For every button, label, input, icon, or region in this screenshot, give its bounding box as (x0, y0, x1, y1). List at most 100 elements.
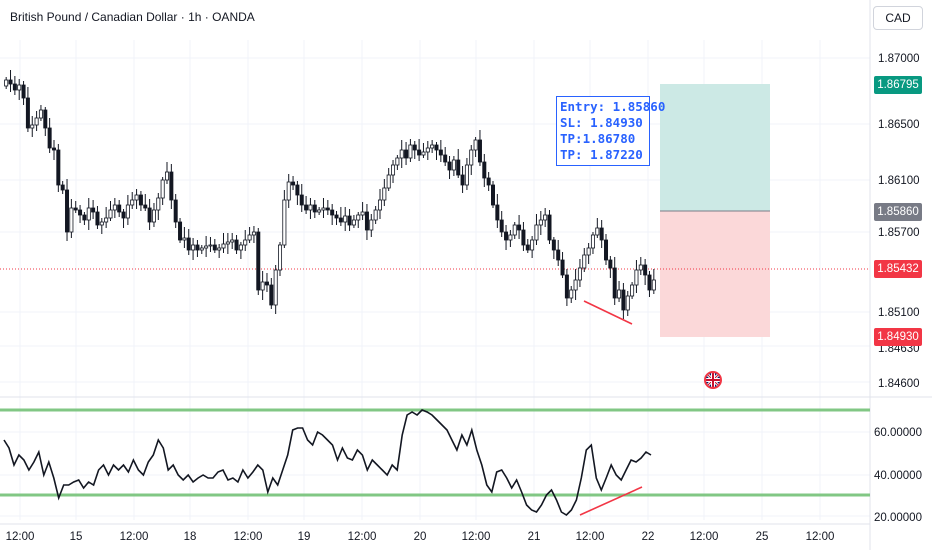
candle-body (512, 224, 517, 236)
candle-body (464, 164, 469, 186)
candle-body (356, 214, 361, 221)
candle-body (447, 161, 452, 171)
candle-body (530, 239, 535, 251)
take-profit-2-text: TP: 1.87220 (560, 147, 643, 162)
candle-body (295, 184, 300, 196)
candle-body (312, 204, 317, 213)
candle-body (99, 221, 104, 226)
stop-loss-text: SL: 1.84930 (560, 115, 643, 130)
candle-body (486, 177, 491, 186)
candle-body (521, 229, 526, 246)
currency-button[interactable]: CAD (873, 6, 923, 30)
candle-body (569, 289, 574, 299)
candle-body (17, 84, 22, 91)
candle-body (560, 259, 565, 276)
uk-flag-icon[interactable] (704, 371, 722, 389)
take-profit-1-text: TP:1.86780 (560, 131, 636, 146)
candle-body (595, 227, 600, 236)
candle-body (251, 231, 256, 236)
price-axis-label: 1.86795 (874, 76, 922, 94)
price-tick-label: 1.87000 (878, 53, 920, 65)
candle-body (238, 244, 243, 251)
candle-body (69, 207, 74, 233)
candle-body (499, 219, 504, 233)
candle-body (204, 245, 209, 249)
rsi-divergence-line (579, 486, 643, 516)
candle-body (573, 279, 578, 291)
candle-body (169, 171, 174, 201)
candle-body (60, 184, 65, 191)
candle-body (399, 149, 404, 159)
candle-body (504, 231, 509, 241)
price-axis-label: 1.85860 (874, 203, 922, 221)
candle-body (217, 247, 222, 251)
candle-body (556, 249, 561, 261)
candle-body (30, 124, 35, 129)
candle-body (260, 281, 265, 291)
symbol-title[interactable]: British Pound / Canadian Dollar · 1h · O… (10, 10, 255, 24)
candle-body (199, 247, 204, 251)
time-tick-label: 15 (70, 531, 83, 543)
candle-body (78, 209, 83, 216)
candle-body (65, 189, 70, 233)
candle-body (351, 219, 356, 226)
candle-body (334, 214, 339, 219)
candle-body (460, 174, 465, 186)
candle-body (373, 209, 378, 221)
candle-body (182, 237, 187, 241)
candle-body (256, 231, 261, 291)
candle-body (621, 289, 626, 311)
rsi-tick-label: 60.00000 (874, 427, 922, 439)
candle-body (425, 147, 430, 153)
stop-loss-zone (660, 211, 770, 337)
candle-body (547, 214, 552, 241)
time-tick-label: 12:00 (6, 531, 35, 543)
candle-body (543, 214, 548, 221)
candle-body (134, 194, 139, 201)
candle-body (534, 224, 539, 241)
candle-body (469, 149, 474, 166)
candle-body (38, 109, 43, 119)
candle-body (430, 144, 435, 149)
price-tick-label: 1.86100 (878, 175, 920, 187)
time-tick-label: 12:00 (462, 531, 491, 543)
candle-body (369, 219, 374, 231)
candle-body (156, 197, 161, 211)
candle-body (343, 215, 348, 223)
candle-body (538, 219, 543, 226)
candle-body (147, 207, 152, 223)
candle-body (338, 217, 343, 223)
candle-body (191, 244, 196, 251)
candle-body (12, 83, 17, 91)
candles (4, 70, 656, 319)
candle-body (477, 139, 482, 163)
candle-body (95, 211, 100, 226)
rsi-line (3, 409, 652, 517)
candle-body (647, 274, 652, 291)
candle-body (243, 239, 248, 246)
candle-body (590, 234, 595, 249)
candle-body (273, 269, 278, 306)
candle-body (638, 264, 643, 271)
time-tick-label: 12:00 (120, 531, 149, 543)
time-tick-label: 18 (184, 531, 197, 543)
candle-body (186, 237, 191, 251)
candle-body (443, 154, 448, 163)
candle-body (247, 234, 252, 241)
time-tick-label: 12:00 (234, 531, 263, 543)
candle-body (173, 199, 178, 223)
candle-body (586, 247, 591, 256)
position-info-box[interactable]: Entry: 1.85860 SL: 1.84930 TP:1.86780 TP… (556, 96, 665, 166)
rsi-tick-label: 40.00000 (874, 470, 922, 482)
candle-body (382, 187, 387, 201)
candle-body (525, 244, 530, 251)
candle-body (130, 199, 135, 206)
candle-body (599, 227, 604, 241)
candle-body (508, 234, 513, 241)
candle-body (25, 97, 30, 129)
take-profit-zone (660, 84, 770, 211)
candle-body (643, 264, 648, 276)
candle-body (451, 159, 456, 171)
candle-body (225, 241, 230, 245)
